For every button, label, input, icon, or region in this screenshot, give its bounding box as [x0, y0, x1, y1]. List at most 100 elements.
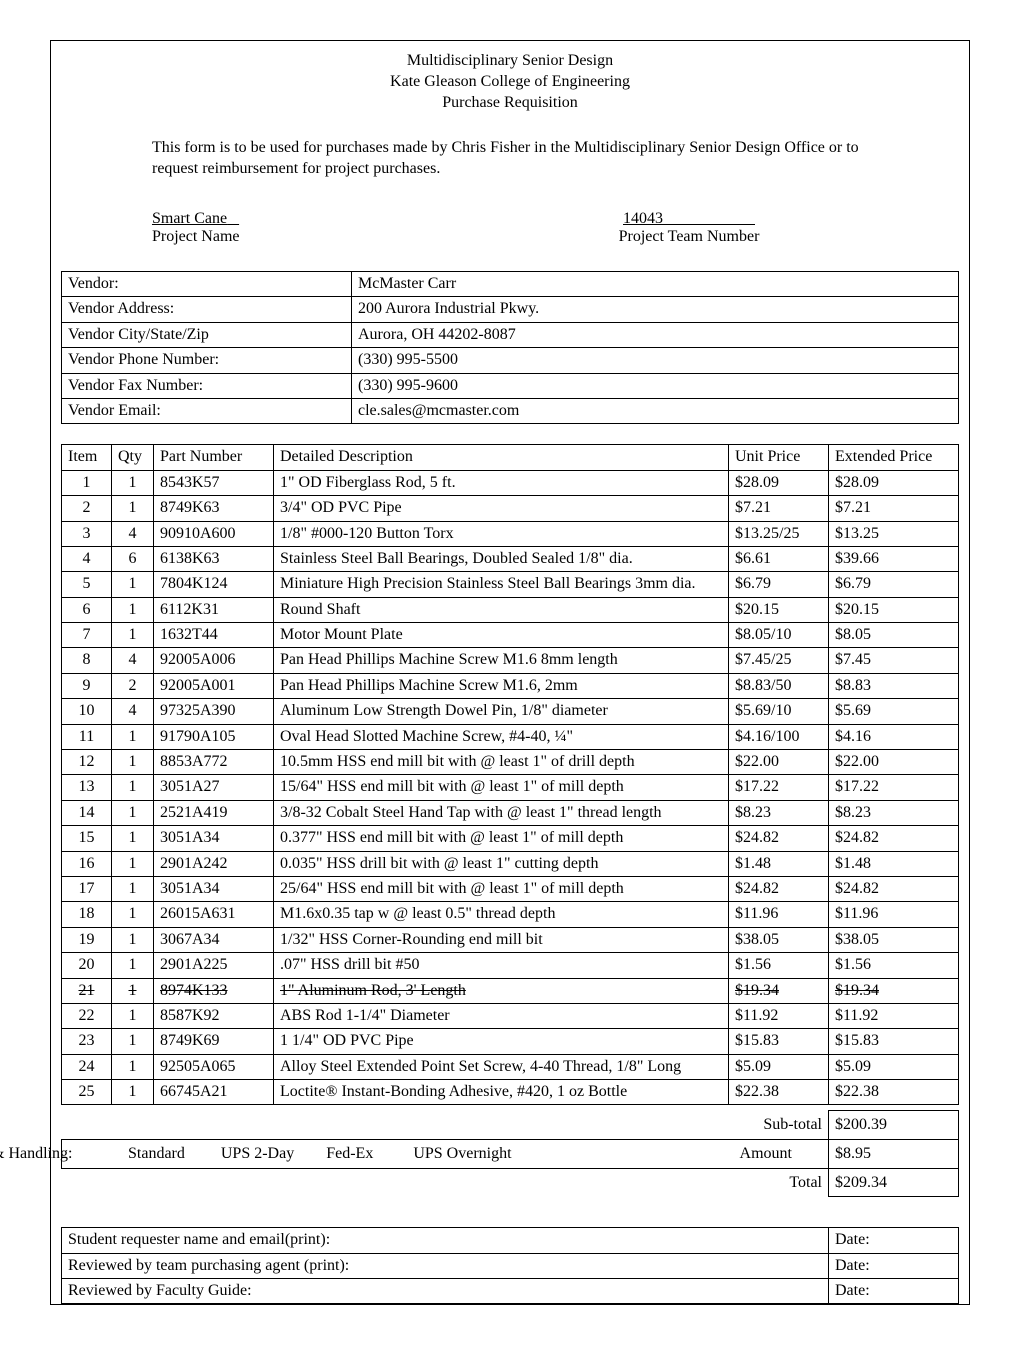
form-description: This form is to be used for purchases ma…	[152, 138, 868, 180]
project-number-block: 14043 Project Team Number	[510, 210, 868, 246]
item-unit: $8.05/10	[729, 623, 829, 648]
item-desc: 10.5mm HSS end mill bit with @ least 1" …	[274, 750, 729, 775]
item-part: 3051A34	[154, 826, 274, 851]
item-part: 7804K124	[154, 572, 274, 597]
shipping-row: ng & Handling: Standard UPS 2-Day Fed-Ex…	[62, 1140, 959, 1169]
item-unit: $8.23	[729, 800, 829, 825]
item-part: 8749K63	[154, 496, 274, 521]
item-desc: Miniature High Precision Stainless Steel…	[274, 572, 729, 597]
item-ext: $13.25	[829, 521, 959, 546]
totals-table: Sub-total $200.39 ng & Handling: Standar…	[61, 1110, 959, 1197]
item-desc: Alloy Steel Extended Point Set Screw, 4-…	[274, 1054, 729, 1079]
item-ext: $6.79	[829, 572, 959, 597]
item-qty: 1	[112, 470, 154, 495]
item-part: 91790A105	[154, 724, 274, 749]
item-qty: 1	[112, 902, 154, 927]
item-row: 1713051A3425/64" HSS end mill bit with @…	[62, 876, 959, 901]
project-name-block: Smart Cane Project Name	[152, 210, 510, 246]
item-unit: $28.09	[729, 470, 829, 495]
item-row: 8492005A006Pan Head Phillips Machine Scr…	[62, 648, 959, 673]
item-qty: 2	[112, 673, 154, 698]
header-item: Item	[62, 445, 112, 470]
item-desc: .07" HSS drill bit #50	[274, 953, 729, 978]
item-part: 8543K57	[154, 470, 274, 495]
item-qty: 1	[112, 800, 154, 825]
item-unit: $38.05	[729, 927, 829, 952]
item-part: 92005A006	[154, 648, 274, 673]
item-part: 1632T44	[154, 623, 274, 648]
item-desc: 1" Aluminum Rod, 3' Length	[274, 978, 729, 1003]
header-ext: Extended Price	[829, 445, 959, 470]
item-item: 5	[62, 572, 112, 597]
item-ext: $19.34	[829, 978, 959, 1003]
item-unit: $8.83/50	[729, 673, 829, 698]
total-row: Total $209.34	[62, 1168, 959, 1197]
item-part: 2901A242	[154, 851, 274, 876]
vendor-row: Vendor Fax Number:(330) 995-9600	[62, 373, 959, 398]
header-line-1: Multidisciplinary Senior Design	[51, 51, 969, 72]
item-qty: 4	[112, 521, 154, 546]
vendor-table: Vendor:McMaster CarrVendor Address:200 A…	[61, 271, 959, 424]
item-ext: $8.83	[829, 673, 959, 698]
item-unit: $11.96	[729, 902, 829, 927]
item-ext: $5.09	[829, 1054, 959, 1079]
item-unit: $11.92	[729, 1003, 829, 1028]
item-unit: $4.16/100	[729, 724, 829, 749]
signature-row: Reviewed by team purchasing agent (print…	[62, 1253, 959, 1278]
vendor-value: cle.sales@mcmaster.com	[352, 398, 959, 423]
item-ext: $15.83	[829, 1029, 959, 1054]
item-item: 9	[62, 673, 112, 698]
item-ext: $4.16	[829, 724, 959, 749]
shipping-amount-label: Amount	[740, 1141, 792, 1167]
item-row: 517804K124Miniature High Precision Stain…	[62, 572, 959, 597]
item-row: 1313051A2715/64" HSS end mill bit with @…	[62, 775, 959, 800]
item-row: 1218853A77210.5mm HSS end mill bit with …	[62, 750, 959, 775]
item-item: 17	[62, 876, 112, 901]
item-part: 90910A600	[154, 521, 274, 546]
item-unit: $6.61	[729, 546, 829, 571]
item-ext: $28.09	[829, 470, 959, 495]
item-item: 6	[62, 597, 112, 622]
item-qty: 4	[112, 648, 154, 673]
project-name-value: Smart Cane	[152, 210, 227, 227]
item-qty: 1	[112, 623, 154, 648]
item-desc: Pan Head Phillips Machine Screw M1.6, 2m…	[274, 673, 729, 698]
item-item: 2	[62, 496, 112, 521]
item-desc: 1 1/4" OD PVC Pipe	[274, 1029, 729, 1054]
item-ext: $11.96	[829, 902, 959, 927]
item-unit: $15.83	[729, 1029, 829, 1054]
item-qty: 1	[112, 826, 154, 851]
item-unit: $13.25/25	[729, 521, 829, 546]
subtotal-label: Sub-total	[62, 1111, 829, 1140]
header-desc: Detailed Description	[274, 445, 729, 470]
vendor-value: (330) 995-5500	[352, 348, 959, 373]
item-row: 24192505A065Alloy Steel Extended Point S…	[62, 1054, 959, 1079]
item-desc: M1.6x0.35 tap w @ least 0.5" thread dept…	[274, 902, 729, 927]
item-desc: Round Shaft	[274, 597, 729, 622]
item-qty: 1	[112, 953, 154, 978]
item-desc: 1/8" #000-120 Button Torx	[274, 521, 729, 546]
item-item: 23	[62, 1029, 112, 1054]
item-desc: 15/64" HSS end mill bit with @ least 1" …	[274, 775, 729, 800]
signature-label: Student requester name and email(print):	[62, 1228, 829, 1253]
item-part: 97325A390	[154, 699, 274, 724]
vendor-label: Vendor Address:	[62, 297, 352, 322]
vendor-value: Aurora, OH 44202-8087	[352, 322, 959, 347]
item-qty: 1	[112, 851, 154, 876]
item-row: 1612901A2420.035" HSS drill bit with @ l…	[62, 851, 959, 876]
item-ext: $39.66	[829, 546, 959, 571]
item-desc: 0.035" HSS drill bit with @ least 1" cut…	[274, 851, 729, 876]
item-qty: 1	[112, 572, 154, 597]
header-part: Part Number	[154, 445, 274, 470]
vendor-value: 200 Aurora Industrial Pkwy.	[352, 297, 959, 322]
vendor-label: Vendor:	[62, 271, 352, 296]
signature-row: Reviewed by Faculty Guide:Date:	[62, 1279, 959, 1304]
item-row: 9292005A001Pan Head Phillips Machine Scr…	[62, 673, 959, 698]
item-part: 2901A225	[154, 953, 274, 978]
vendor-value: McMaster Carr	[352, 271, 959, 296]
item-qty: 1	[112, 1029, 154, 1054]
item-row: 1913067A341/32" HSS Corner-Rounding end …	[62, 927, 959, 952]
project-name-label: Project Name	[152, 228, 240, 245]
item-row: 1513051A340.377" HSS end mill bit with @…	[62, 826, 959, 851]
header-line-3: Purchase Requisition	[51, 93, 969, 114]
